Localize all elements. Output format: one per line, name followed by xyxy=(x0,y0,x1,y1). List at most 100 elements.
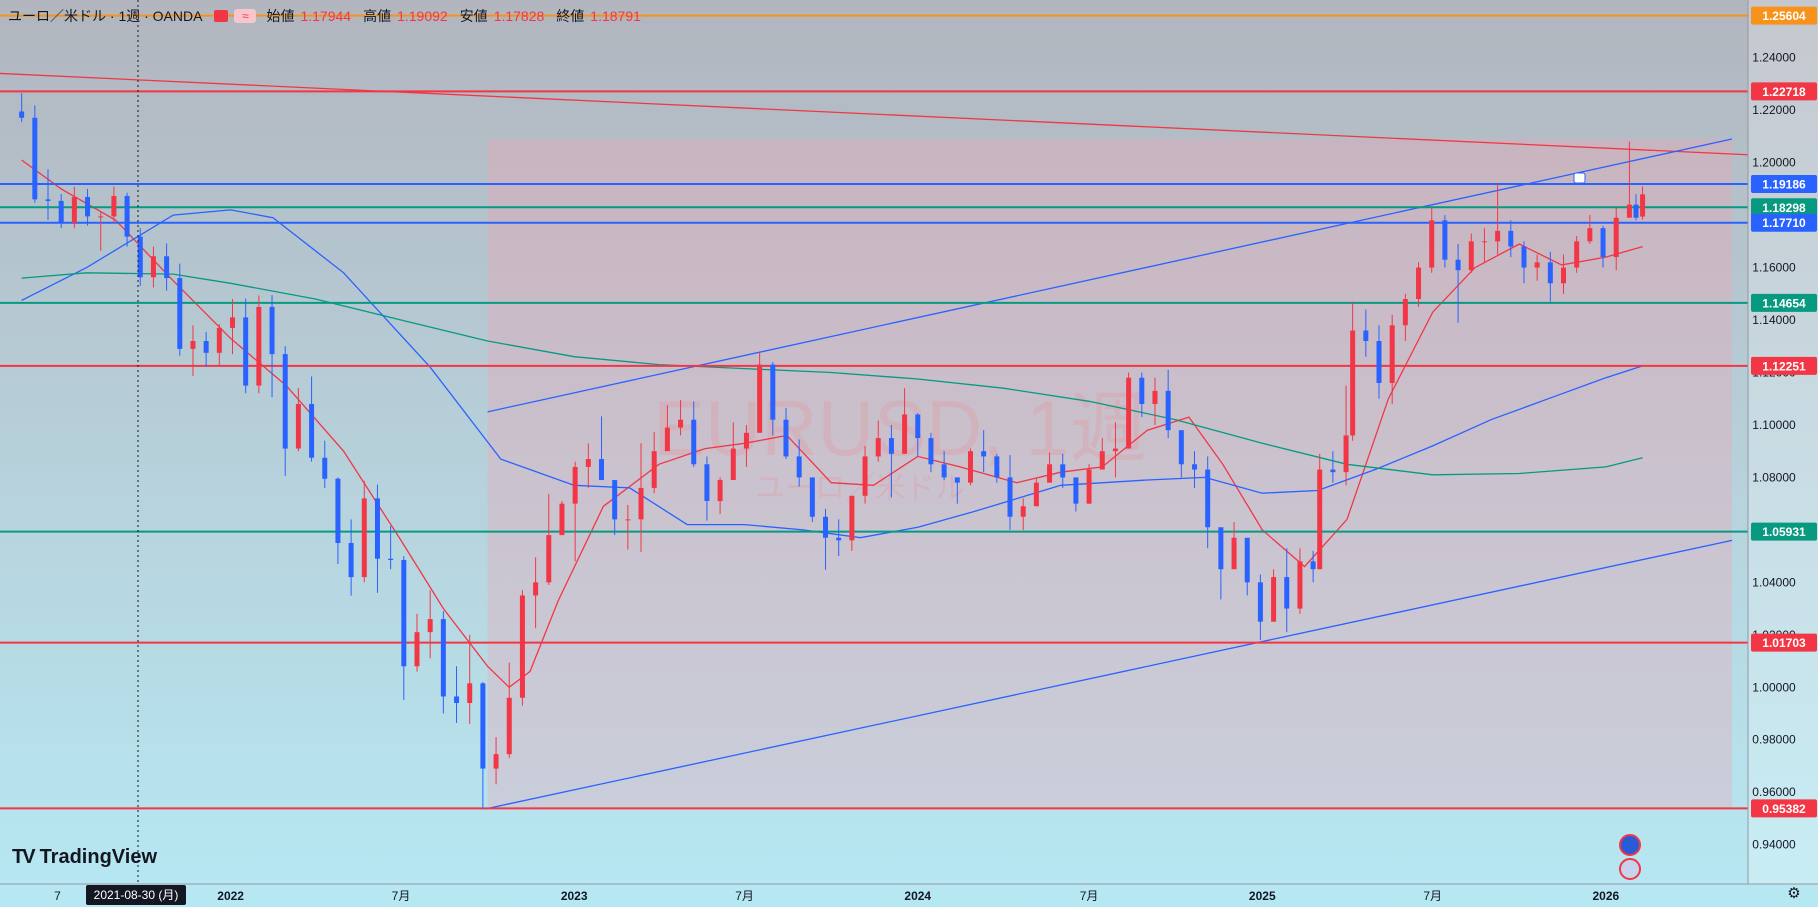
low-value: 1.17828 xyxy=(493,8,545,24)
candle-body xyxy=(58,200,64,223)
level-badge-label-4: 1.18298 xyxy=(1762,201,1806,215)
candle-body xyxy=(1033,482,1039,507)
candle-body xyxy=(361,498,367,578)
candle-body xyxy=(875,438,881,457)
candle-body xyxy=(796,456,802,478)
candle-body xyxy=(1574,241,1580,268)
x-tick-label: 7 xyxy=(54,889,61,903)
candle-body xyxy=(1165,390,1171,431)
candle-body xyxy=(1073,477,1079,504)
candle-body xyxy=(1495,230,1501,242)
candle-body xyxy=(243,317,249,386)
y-tick-label: 1.16000 xyxy=(1752,261,1796,275)
candle-body xyxy=(454,696,460,704)
candle-body xyxy=(967,451,973,483)
candle-body xyxy=(506,697,512,755)
level-badge-label-8: 1.05931 xyxy=(1762,525,1806,539)
candle-body xyxy=(295,403,301,449)
candle-body xyxy=(546,535,552,583)
level-badge-8 xyxy=(1751,522,1817,541)
crosshair-date-label: 2021-08-30 (月) xyxy=(86,885,186,905)
candle-body xyxy=(401,560,407,667)
watermark-subtitle: ユーロ／米ドル xyxy=(755,472,965,505)
level-badge-1 xyxy=(1751,6,1817,25)
candle-body xyxy=(625,519,631,521)
candle-body xyxy=(928,438,934,465)
candle-body xyxy=(1317,469,1323,570)
candle-body xyxy=(1152,390,1158,404)
candle-body xyxy=(1284,577,1290,609)
candle-body xyxy=(1613,217,1619,258)
candle-body xyxy=(678,419,684,428)
candle-body xyxy=(1521,246,1527,268)
level-badge-label-2: 1.22718 xyxy=(1762,85,1806,99)
candle-body xyxy=(862,456,868,496)
high-label: 高値 xyxy=(363,8,392,24)
x-tick-label: 2022 xyxy=(217,889,244,903)
candle-body xyxy=(1330,469,1336,473)
candle-body xyxy=(1086,469,1092,504)
high-value: 1.19092 xyxy=(397,8,448,24)
y-tick-label: 1.00000 xyxy=(1752,680,1796,694)
level-badge-label-6: 1.14654 xyxy=(1762,296,1806,310)
us-flag-icon[interactable] xyxy=(1619,858,1641,880)
close-label: 終値 xyxy=(556,8,585,24)
tradingview-logo[interactable]: TV TradingView xyxy=(12,846,157,869)
level-badge-3 xyxy=(1751,174,1817,193)
watermark-title: EURUSD, 1週 xyxy=(653,384,1147,472)
candle-body xyxy=(1205,469,1211,528)
candle-body xyxy=(1547,262,1553,284)
open-label: 始値 xyxy=(266,8,295,24)
candle-body xyxy=(1047,464,1053,483)
eu-flag-icon[interactable] xyxy=(1619,834,1641,856)
candle-body xyxy=(915,414,921,439)
shaded-region xyxy=(487,139,1732,809)
y-tick-label: 1.08000 xyxy=(1752,470,1796,484)
trend-line-1 xyxy=(0,72,1749,156)
y-tick-label: 1.10000 xyxy=(1752,418,1796,432)
candle-body xyxy=(374,498,380,559)
candle-body xyxy=(85,196,91,217)
candle-body xyxy=(322,457,328,479)
alert-marker[interactable] xyxy=(1573,172,1586,184)
x-tick-label: 2023 xyxy=(561,889,588,903)
level-badge-label-9: 1.01703 xyxy=(1762,636,1806,650)
candle-body xyxy=(1310,561,1316,570)
level-badge-2 xyxy=(1751,82,1817,101)
candle-body xyxy=(230,317,236,328)
y-tick-label: 1.04000 xyxy=(1752,575,1796,589)
candle-body xyxy=(71,196,77,223)
close-value: 1.18791 xyxy=(590,8,641,24)
gear-icon[interactable]: ⚙ xyxy=(1787,885,1801,902)
candle-body xyxy=(1442,220,1448,260)
candle-body xyxy=(1178,430,1184,465)
level-badge-7 xyxy=(1751,356,1817,375)
candle-body xyxy=(1508,230,1514,247)
candle-body xyxy=(1587,228,1593,242)
level-badge-6 xyxy=(1751,293,1817,312)
low-label: 安値 xyxy=(459,8,488,24)
candle-body xyxy=(309,403,315,458)
y-tick-label: 1.14000 xyxy=(1752,313,1796,327)
candle-body xyxy=(1244,537,1250,583)
candle-body xyxy=(572,466,578,504)
candle-body xyxy=(1020,506,1026,517)
x-tick-label: 7月 xyxy=(1423,889,1442,903)
symbol-title[interactable]: ユーロ／米ドル · 1週 · OANDA xyxy=(8,8,203,24)
candle-body xyxy=(638,487,644,520)
x-tick-label: 7月 xyxy=(735,889,754,903)
moving-average-line-3 xyxy=(21,272,1643,476)
candle-body xyxy=(941,464,947,478)
candle-body xyxy=(1350,330,1356,436)
candle-body xyxy=(704,464,710,502)
level-badge-4 xyxy=(1751,198,1817,217)
candle-body xyxy=(45,199,51,201)
candle-body xyxy=(1561,267,1567,284)
candle-body xyxy=(1429,220,1435,268)
candle-body xyxy=(124,195,130,237)
candle-body xyxy=(836,537,842,541)
level-badge-label-5: 1.17710 xyxy=(1762,216,1806,230)
